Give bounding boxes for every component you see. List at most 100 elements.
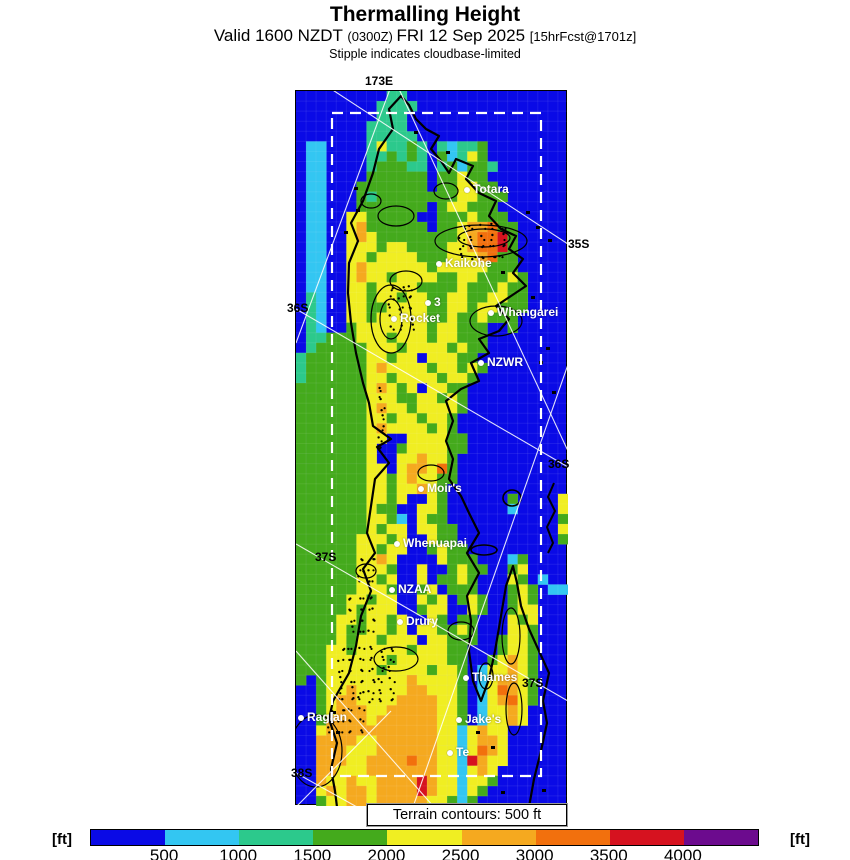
grid-cell [306,534,317,545]
grid-cell [346,433,357,444]
stipple-dot [410,318,413,321]
grid-cell [316,423,327,434]
stipple-dot [367,690,370,693]
grid-cell [316,262,327,273]
stipple-dot [351,686,354,689]
grid-cell [316,634,327,646]
grid-cell [487,252,498,263]
grid-cell [366,614,377,626]
grid-cell [406,171,418,182]
grid-cell [437,211,448,223]
grid-cell [426,775,438,787]
grid-cell [487,302,498,313]
grid-cell [376,393,387,404]
stipple-dot [363,709,366,712]
grid-cell [406,383,418,394]
grid-cell [487,191,498,203]
grid-cell [557,584,568,595]
stipple-dot [378,386,381,390]
grid-cell [316,272,327,283]
grid-cell [346,352,357,364]
grid-cell [376,322,387,333]
stipple-dot [468,224,471,228]
grid-cell [467,745,478,756]
grid-cell [356,534,367,545]
grid-cell [426,292,438,303]
grid-cell [406,161,418,172]
stipple-dot [337,720,340,723]
stipple-dot [390,289,393,292]
grid-cell [437,383,448,394]
grid-cell [497,231,508,243]
grid-cell [406,403,418,414]
grid-cell [487,161,498,172]
grid-cell [326,503,337,515]
grid-cell [457,221,468,233]
grid-cell [457,725,468,736]
grid-cell [426,594,438,605]
grid-cell [296,483,307,495]
grid-cell [527,644,539,656]
stipple-dot [502,232,505,236]
stipple-dot [381,429,384,432]
grid-cell [437,654,448,666]
islet-mark [332,711,336,714]
stipple-dot [484,227,487,230]
grid-cell [426,765,438,777]
grid-cell [487,181,498,192]
stipple-dot [359,630,362,633]
grid-cell [356,242,367,253]
grid-cell [426,755,438,767]
stipple-dot [490,238,493,242]
stipple-dot [350,620,353,623]
grid-cell [477,715,488,726]
grid-cell [437,725,448,736]
grid-cell [366,685,377,696]
grid-cell [437,252,448,263]
grid-cell [356,201,367,213]
grid-cell [356,453,367,464]
grid-cell [306,584,317,595]
grid-cell [487,231,498,243]
grid-cell [497,755,508,767]
grid-cell [507,644,518,656]
grid-cell [437,423,448,434]
grid-cell [316,332,327,344]
grid-cell [376,634,387,646]
grid-cell [406,131,418,142]
grid-cell [386,181,398,192]
grid-cell [527,614,539,626]
grid-cell [467,594,478,605]
grid-cell [336,362,347,374]
grid-cell [336,433,347,444]
grid-cell [336,544,347,555]
grid-cell [306,614,317,626]
grid-cell [316,372,327,384]
stipple-dot [463,238,466,242]
grid-cell [326,665,337,676]
grid-cell [396,745,408,756]
islet-mark [354,187,358,190]
site-label: Thames [472,670,518,684]
islet-mark [548,239,552,242]
stipple-dot [399,328,402,331]
grid-cell [416,191,428,203]
grid-cell [316,735,327,746]
grid-cell [457,624,468,636]
grid-cell [416,403,428,414]
grid-cell [467,302,478,313]
islet-mark [552,391,556,394]
grid-cell [376,594,387,605]
grid-cell [406,695,418,706]
grid-cell [406,282,418,293]
grid-cell [296,654,307,666]
grid-cell [437,765,448,777]
grid-cell [316,705,327,716]
grid-cell [457,403,468,414]
grid-cell [457,262,468,273]
grid-cell [396,735,408,746]
grid-cell [366,121,377,132]
grid-cell [336,342,347,354]
grid-cell [346,372,357,384]
grid-cell [346,493,357,505]
